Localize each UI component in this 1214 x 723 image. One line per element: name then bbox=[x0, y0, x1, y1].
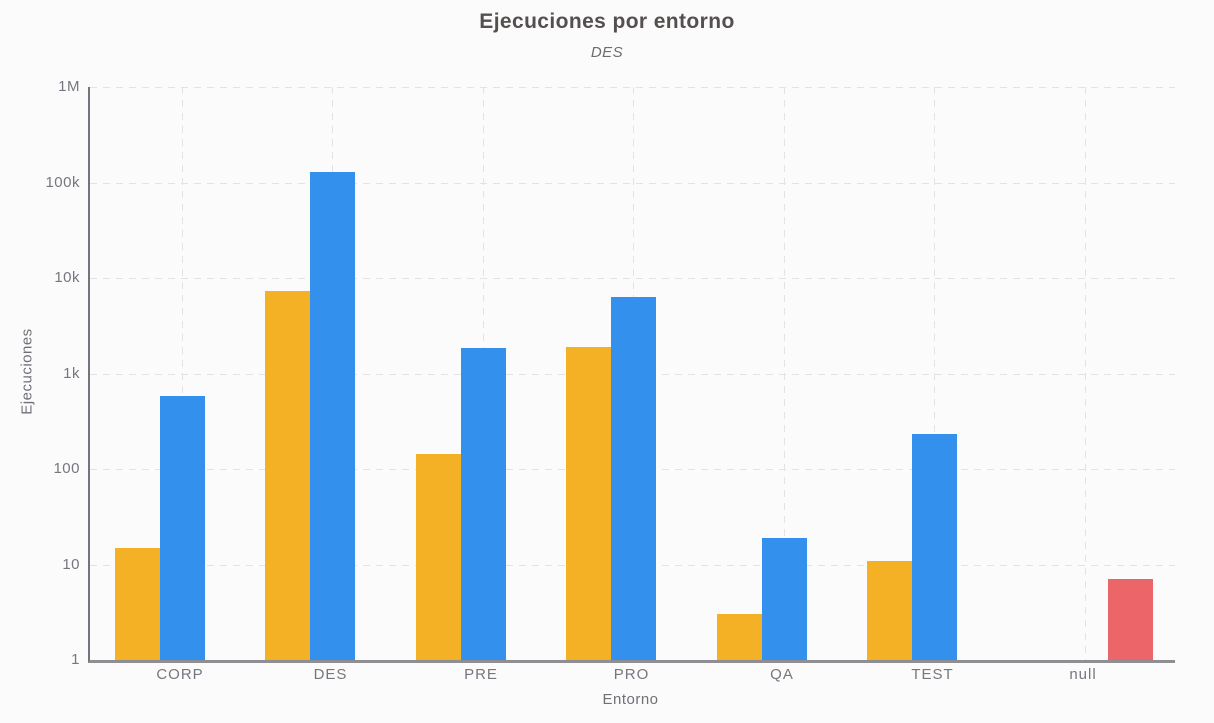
bar-test-series1[interactable] bbox=[867, 560, 912, 660]
h-gridline bbox=[90, 278, 1175, 279]
bar-qa-series2[interactable] bbox=[761, 537, 807, 660]
plot-area bbox=[88, 87, 1175, 663]
bar-pre-series2[interactable] bbox=[460, 348, 506, 660]
y-tick-label: 1k bbox=[63, 364, 80, 382]
v-gridline bbox=[934, 87, 935, 660]
x-tick-label: CORP bbox=[156, 666, 204, 683]
bar-qa-series1[interactable] bbox=[716, 614, 762, 660]
y-tick-label: 1 bbox=[71, 651, 80, 668]
x-tick-label: PRE bbox=[464, 666, 498, 683]
h-gridline bbox=[90, 87, 1175, 88]
x-tick-label: TEST bbox=[911, 666, 954, 683]
bar-des-series1[interactable] bbox=[265, 291, 310, 660]
x-tick-label: DES bbox=[313, 666, 348, 683]
y-tick-label: 100 bbox=[53, 460, 80, 477]
bar-test-series2[interactable] bbox=[912, 434, 957, 660]
chart-title: Ejecuciones por entorno bbox=[479, 10, 735, 33]
v-gridline bbox=[783, 87, 785, 660]
bar-pro-series1[interactable] bbox=[566, 346, 611, 660]
bar-pro-series2[interactable] bbox=[611, 297, 656, 660]
y-tick-label: 10 bbox=[62, 555, 80, 573]
bar-des-series2[interactable] bbox=[310, 171, 355, 660]
x-axis-title: Entorno bbox=[602, 691, 659, 708]
chart-subtitle: DES bbox=[590, 44, 624, 61]
bar-corp-series2[interactable] bbox=[159, 396, 205, 660]
v-gridline bbox=[181, 87, 183, 660]
bar-null-series3[interactable] bbox=[1107, 579, 1153, 660]
y-tick-label: 1M bbox=[58, 78, 80, 95]
bar-corp-series1[interactable] bbox=[114, 547, 160, 660]
v-gridline bbox=[1084, 87, 1086, 660]
y-tick-label: 100k bbox=[45, 173, 80, 191]
bar-pre-series1[interactable] bbox=[415, 453, 461, 660]
y-tick-label: 10k bbox=[54, 269, 80, 286]
x-tick-label: QA bbox=[770, 666, 794, 683]
x-tick-label: PRO bbox=[613, 666, 650, 683]
x-tick-label: null bbox=[1069, 666, 1097, 683]
h-gridline bbox=[90, 182, 1175, 184]
